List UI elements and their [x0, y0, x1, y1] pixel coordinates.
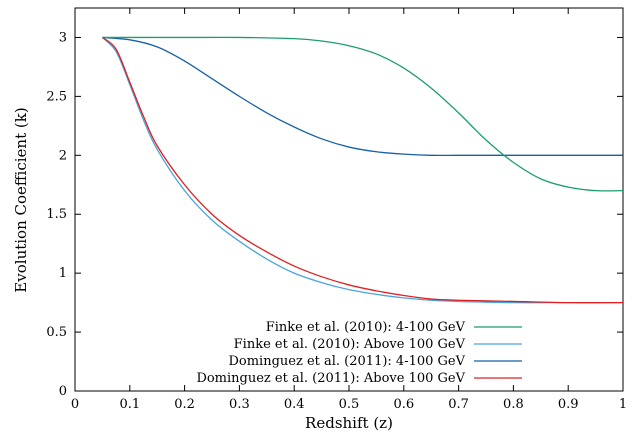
y-tick-label: 1.5 — [46, 207, 67, 222]
x-axis-title: Redshift (z) — [305, 414, 393, 432]
x-tick-label: 0.2 — [174, 397, 195, 412]
x-tick-label: 0.8 — [503, 397, 524, 412]
y-tick-label: 0.5 — [46, 325, 67, 340]
x-tick-label: 0.6 — [393, 397, 414, 412]
series-line — [102, 36, 624, 192]
series-line — [102, 36, 623, 157]
y-tick-label: 0 — [59, 384, 67, 399]
y-tick-label: 2 — [59, 148, 67, 163]
x-tick-label: 1 — [619, 397, 627, 412]
x-tick-label: 0.4 — [284, 397, 305, 412]
x-tick-label: 0.9 — [558, 397, 579, 412]
legend-label: Finke et al. (2010): Above 100 GeV — [234, 337, 466, 352]
series-line — [101, 36, 624, 304]
x-tick-label: 0.7 — [448, 397, 469, 412]
x-tick-label: 0 — [71, 397, 79, 412]
series-layer — [101, 36, 624, 304]
axis-ticks: 0 0.1 0.2 0.3 0.4 0.5 0.6 0.7 0.8 0.9 1 0 0.5 1 1.5 2 2.… — [46, 8, 627, 412]
y-axis-title: Evolution Coefficient (k) — [12, 107, 30, 292]
legend: Finke et al. (2010): 4-100 GeV Finke et a… — [196, 320, 522, 386]
legend-label: Dominguez et al. (2011): 4-100 GeV — [228, 354, 465, 369]
y-tick-label: 1 — [59, 266, 67, 281]
x-tick-label: 0.5 — [339, 397, 360, 412]
y-tick-label: 3 — [59, 30, 67, 45]
x-tick-label: 0.3 — [229, 397, 250, 412]
x-tick-label: 0.1 — [119, 397, 140, 412]
legend-label: Finke et al. (2010): 4-100 GeV — [266, 320, 466, 335]
legend-label: Dominguez et al. (2011): Above 100 GeV — [196, 371, 465, 386]
y-tick-label: 2.5 — [46, 89, 67, 104]
series-line — [101, 36, 623, 304]
